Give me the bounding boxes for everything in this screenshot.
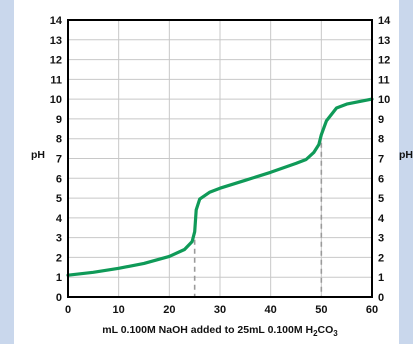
plot-frame bbox=[67, 19, 373, 298]
x-tick-30: 30 bbox=[214, 304, 226, 316]
x-tick-60: 60 bbox=[366, 304, 378, 316]
y-tick-right-5: 5 bbox=[378, 193, 384, 205]
x-axis-label-sub2: 3 bbox=[333, 329, 338, 338]
y-axis-right-label: pH bbox=[399, 149, 413, 161]
y-tick-left-6: 6 bbox=[56, 173, 62, 185]
y-tick-right-13: 13 bbox=[378, 35, 390, 47]
x-axis-ticks: 0 10 20 30 40 50 60 bbox=[65, 304, 378, 316]
y-tick-left-10: 10 bbox=[50, 94, 62, 106]
x-tick-0: 0 bbox=[65, 304, 71, 316]
y-axis-left-label: pH bbox=[31, 149, 45, 161]
y-tick-left-2: 2 bbox=[56, 252, 62, 264]
y-tick-right-14: 14 bbox=[378, 15, 391, 27]
x-tick-50: 50 bbox=[315, 304, 327, 316]
y-tick-left-0: 0 bbox=[56, 292, 62, 304]
y-tick-right-3: 3 bbox=[378, 233, 384, 245]
y-tick-right-10: 10 bbox=[378, 94, 390, 106]
y-tick-right-6: 6 bbox=[378, 173, 384, 185]
x-tick-40: 40 bbox=[265, 304, 277, 316]
x-tick-10: 10 bbox=[113, 304, 125, 316]
y-tick-left-14: 14 bbox=[50, 15, 63, 27]
y-tick-right-8: 8 bbox=[378, 134, 384, 146]
y-tick-left-13: 13 bbox=[50, 35, 62, 47]
y-tick-left-7: 7 bbox=[56, 154, 62, 166]
y-tick-right-4: 4 bbox=[378, 213, 385, 225]
y-tick-right-11: 11 bbox=[378, 74, 390, 86]
y-tick-left-1: 1 bbox=[56, 272, 62, 284]
x-axis-label-sub: 2 bbox=[313, 329, 318, 338]
y-tick-left-11: 11 bbox=[50, 74, 62, 86]
equivalence-markers bbox=[193, 142, 323, 297]
x-axis-label: mL 0.100M NaOH added to 25mL 0.100M H2CO… bbox=[102, 324, 338, 338]
y-tick-left-9: 9 bbox=[56, 114, 62, 126]
x-tick-20: 20 bbox=[163, 304, 175, 316]
y-tick-left-8: 8 bbox=[56, 134, 62, 146]
y-tick-right-12: 12 bbox=[378, 55, 390, 67]
y-tick-right-7: 7 bbox=[378, 154, 384, 166]
titration-curve bbox=[66, 97, 374, 277]
y-tick-left-12: 12 bbox=[50, 55, 62, 67]
y-tick-left-5: 5 bbox=[56, 193, 62, 205]
y-tick-right-9: 9 bbox=[378, 114, 384, 126]
x-axis-label-main: mL 0.100M NaOH added to 25mL 0.100M H bbox=[102, 324, 313, 336]
y-tick-right-1: 1 bbox=[378, 272, 384, 284]
x-axis-label-tail: CO bbox=[318, 324, 334, 336]
y-tick-right-0: 0 bbox=[378, 292, 384, 304]
y-tick-left-4: 4 bbox=[56, 213, 63, 225]
left-side-panel bbox=[0, 0, 14, 344]
y-tick-right-2: 2 bbox=[378, 252, 384, 264]
y-tick-left-3: 3 bbox=[56, 233, 62, 245]
right-side-panel bbox=[399, 0, 413, 344]
